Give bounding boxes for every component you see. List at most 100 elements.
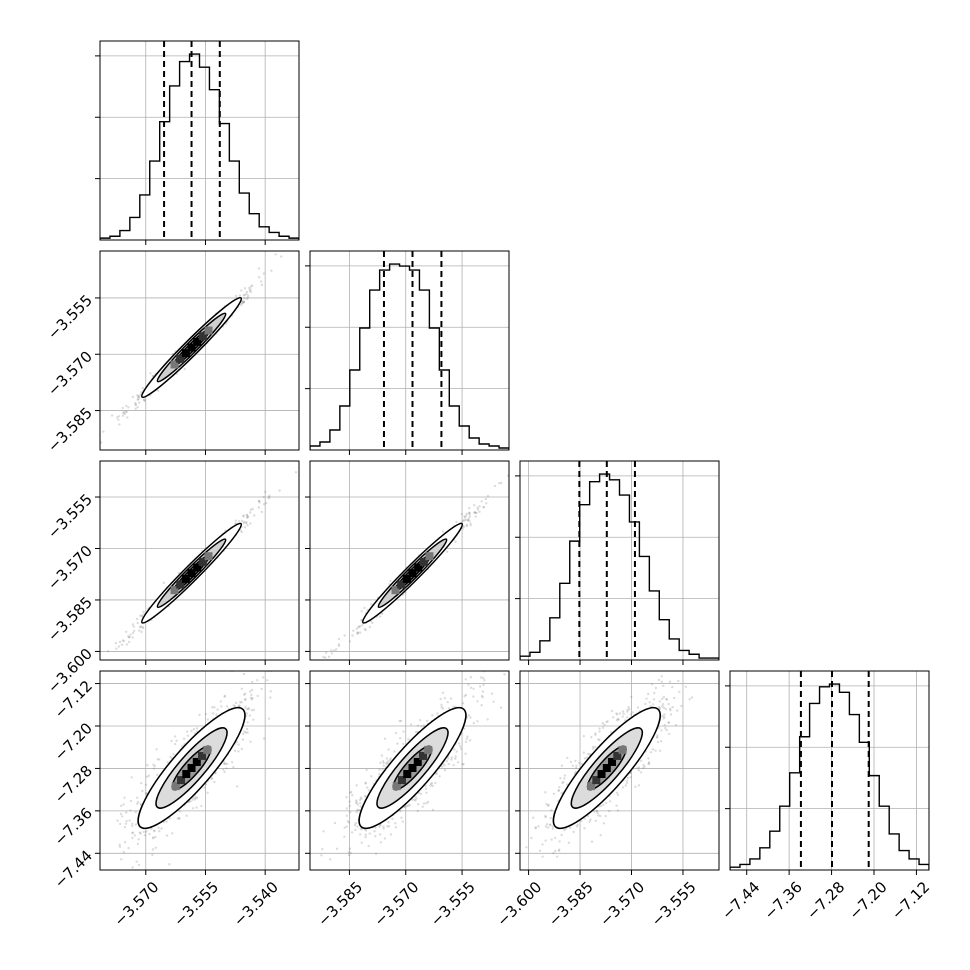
- density-bin: [608, 757, 617, 766]
- sample-point: [138, 831, 142, 834]
- sample-point: [662, 717, 665, 720]
- sample-point: [506, 474, 509, 477]
- sample-point: [544, 791, 547, 794]
- sample-point: [382, 761, 385, 764]
- density-bin: [170, 586, 179, 595]
- sample-point: [426, 800, 430, 804]
- sample-point: [618, 712, 622, 715]
- sample-point: [366, 786, 369, 789]
- sample-point: [142, 626, 145, 630]
- sample-point: [626, 708, 629, 712]
- sample-point: [262, 495, 265, 499]
- sample-point: [455, 520, 458, 524]
- sample-point: [405, 805, 408, 808]
- sample-point: [122, 412, 125, 415]
- sample-point: [251, 654, 253, 656]
- sample-point: [385, 762, 388, 766]
- x-tick-label: −7.12: [888, 878, 933, 923]
- sample-point: [399, 719, 403, 723]
- panel-frame: [99, 460, 300, 661]
- sample-point: [120, 858, 123, 861]
- sample-point: [256, 679, 259, 682]
- sample-point: [678, 690, 681, 694]
- sample-point: [245, 521, 248, 525]
- sample-point: [127, 846, 130, 850]
- density-bin: [198, 557, 207, 566]
- sample-point: [668, 680, 672, 683]
- sample-point: [146, 764, 149, 767]
- sample-point: [453, 748, 456, 751]
- sample-point: [387, 825, 391, 828]
- sample-point: [664, 727, 667, 730]
- x-tick-label: −7.36: [761, 878, 806, 923]
- sample-point: [119, 812, 123, 816]
- sample-point: [250, 688, 254, 692]
- sample-point: [485, 502, 488, 505]
- sample-point: [379, 761, 382, 764]
- sample-point: [269, 696, 272, 699]
- sample-point: [630, 695, 633, 699]
- sample-point: [655, 736, 658, 739]
- sample-point: [472, 687, 475, 690]
- sample-point: [233, 749, 237, 752]
- sample-point: [222, 768, 225, 771]
- sample-point: [121, 639, 125, 642]
- sample-point: [137, 401, 141, 404]
- sample-point: [204, 712, 207, 716]
- sample-point: [557, 789, 560, 792]
- sample-point: [97, 441, 99, 443]
- sample-point: [461, 702, 465, 705]
- sample-point: [530, 836, 533, 840]
- density-bin: [408, 764, 417, 773]
- sample-point: [139, 614, 142, 617]
- sample-point: [223, 762, 226, 765]
- density-bin: [192, 757, 201, 766]
- density-bin: [413, 757, 422, 766]
- sample-point: [123, 841, 127, 844]
- sample-point: [514, 848, 516, 850]
- sample-point: [660, 675, 663, 678]
- sample-point: [251, 507, 254, 511]
- sample-point: [424, 787, 428, 790]
- sample-point: [430, 783, 433, 786]
- sample-point: [335, 648, 338, 651]
- sample-point: [419, 792, 423, 795]
- sample-point: [549, 816, 552, 820]
- sample-point: [626, 710, 629, 713]
- sample-point: [455, 750, 458, 753]
- sample-point: [234, 519, 237, 522]
- sample-point: [137, 398, 140, 401]
- sample-point: [371, 621, 374, 624]
- scatter-panel-2-1: [305, 460, 510, 665]
- sample-point: [386, 825, 389, 828]
- y-tick-label: −3.570: [44, 542, 96, 594]
- sample-point: [131, 395, 134, 399]
- sample-point: [621, 786, 625, 789]
- sample-point: [242, 300, 246, 304]
- sample-point: [206, 791, 209, 794]
- sample-point: [663, 724, 666, 727]
- sample-point: [240, 687, 243, 690]
- scatter-panel-1-0: −3.585−3.570−3.555: [44, 250, 300, 456]
- sample-point: [237, 750, 240, 753]
- sample-point: [649, 751, 653, 754]
- sample-point: [641, 766, 645, 770]
- sample-point: [449, 697, 453, 700]
- sample-point: [242, 294, 245, 297]
- sample-point: [166, 761, 169, 764]
- sample-point: [662, 706, 665, 709]
- sample-point: [562, 780, 565, 784]
- sample-point: [345, 825, 348, 828]
- sample-point: [245, 290, 249, 294]
- sample-point: [450, 756, 453, 759]
- sample-point: [399, 737, 402, 740]
- sample-point: [431, 784, 434, 788]
- density-bin: [187, 569, 196, 578]
- sample-point: [677, 679, 680, 683]
- sample-point: [125, 643, 129, 646]
- sample-point: [652, 698, 656, 701]
- sample-point: [257, 506, 261, 509]
- sample-point: [660, 740, 663, 743]
- sample-point: [359, 833, 362, 836]
- sample-point: [378, 772, 381, 776]
